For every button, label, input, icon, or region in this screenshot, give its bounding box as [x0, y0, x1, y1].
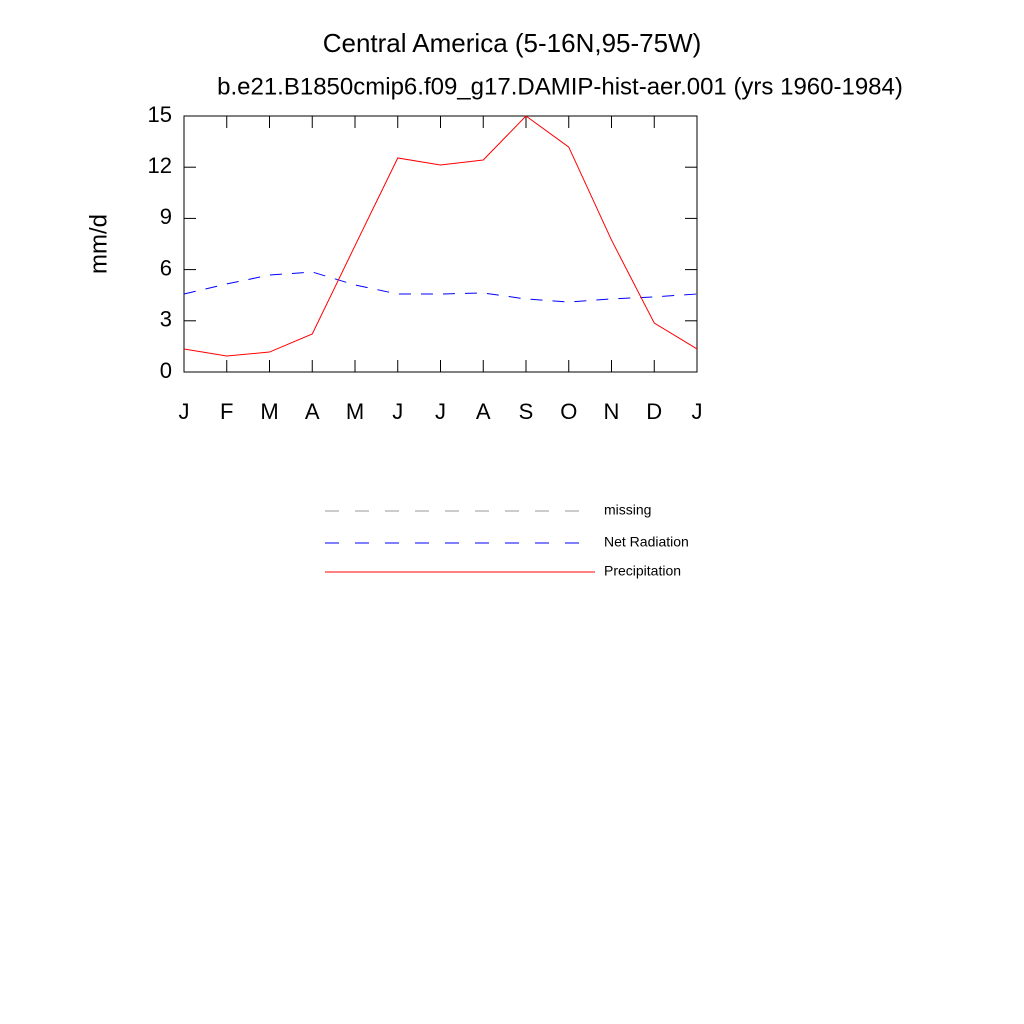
x-tick-label: N	[604, 399, 620, 424]
y-axis-label: mm/d	[85, 214, 112, 274]
legend-label: Precipitation	[604, 563, 681, 579]
series-line	[183, 271, 698, 303]
y-tick-label: 15	[148, 102, 172, 127]
x-tick-label: S	[519, 399, 534, 424]
x-tick-label: O	[560, 399, 577, 424]
y-tick-label: 9	[160, 204, 172, 229]
x-tick-label: J	[179, 399, 190, 424]
x-tick-label: J	[692, 399, 703, 424]
chart-title: Central America (5-16N,95-75W)	[323, 28, 702, 58]
x-tick-label: F	[220, 399, 233, 424]
x-tick-label: A	[476, 399, 491, 424]
x-tick-label: J	[392, 399, 403, 424]
chart-subtitle: b.e21.B1850cmip6.f09_g17.DAMIP-hist-aer.…	[217, 73, 903, 100]
y-tick-label: 0	[160, 358, 172, 383]
plot-frame	[183, 115, 698, 373]
y-tick-label: 12	[148, 153, 172, 178]
series-line	[183, 115, 698, 357]
x-tick-label: M	[346, 399, 364, 424]
x-tick-label: M	[260, 399, 278, 424]
legend-label: Net Radiation	[604, 534, 689, 550]
y-tick-label: 6	[160, 255, 172, 280]
x-tick-label: J	[435, 399, 446, 424]
y-tick-label: 3	[160, 307, 172, 332]
x-tick-label: D	[646, 399, 662, 424]
x-tick-label: A	[305, 399, 320, 424]
legend-label: missing	[604, 502, 651, 518]
